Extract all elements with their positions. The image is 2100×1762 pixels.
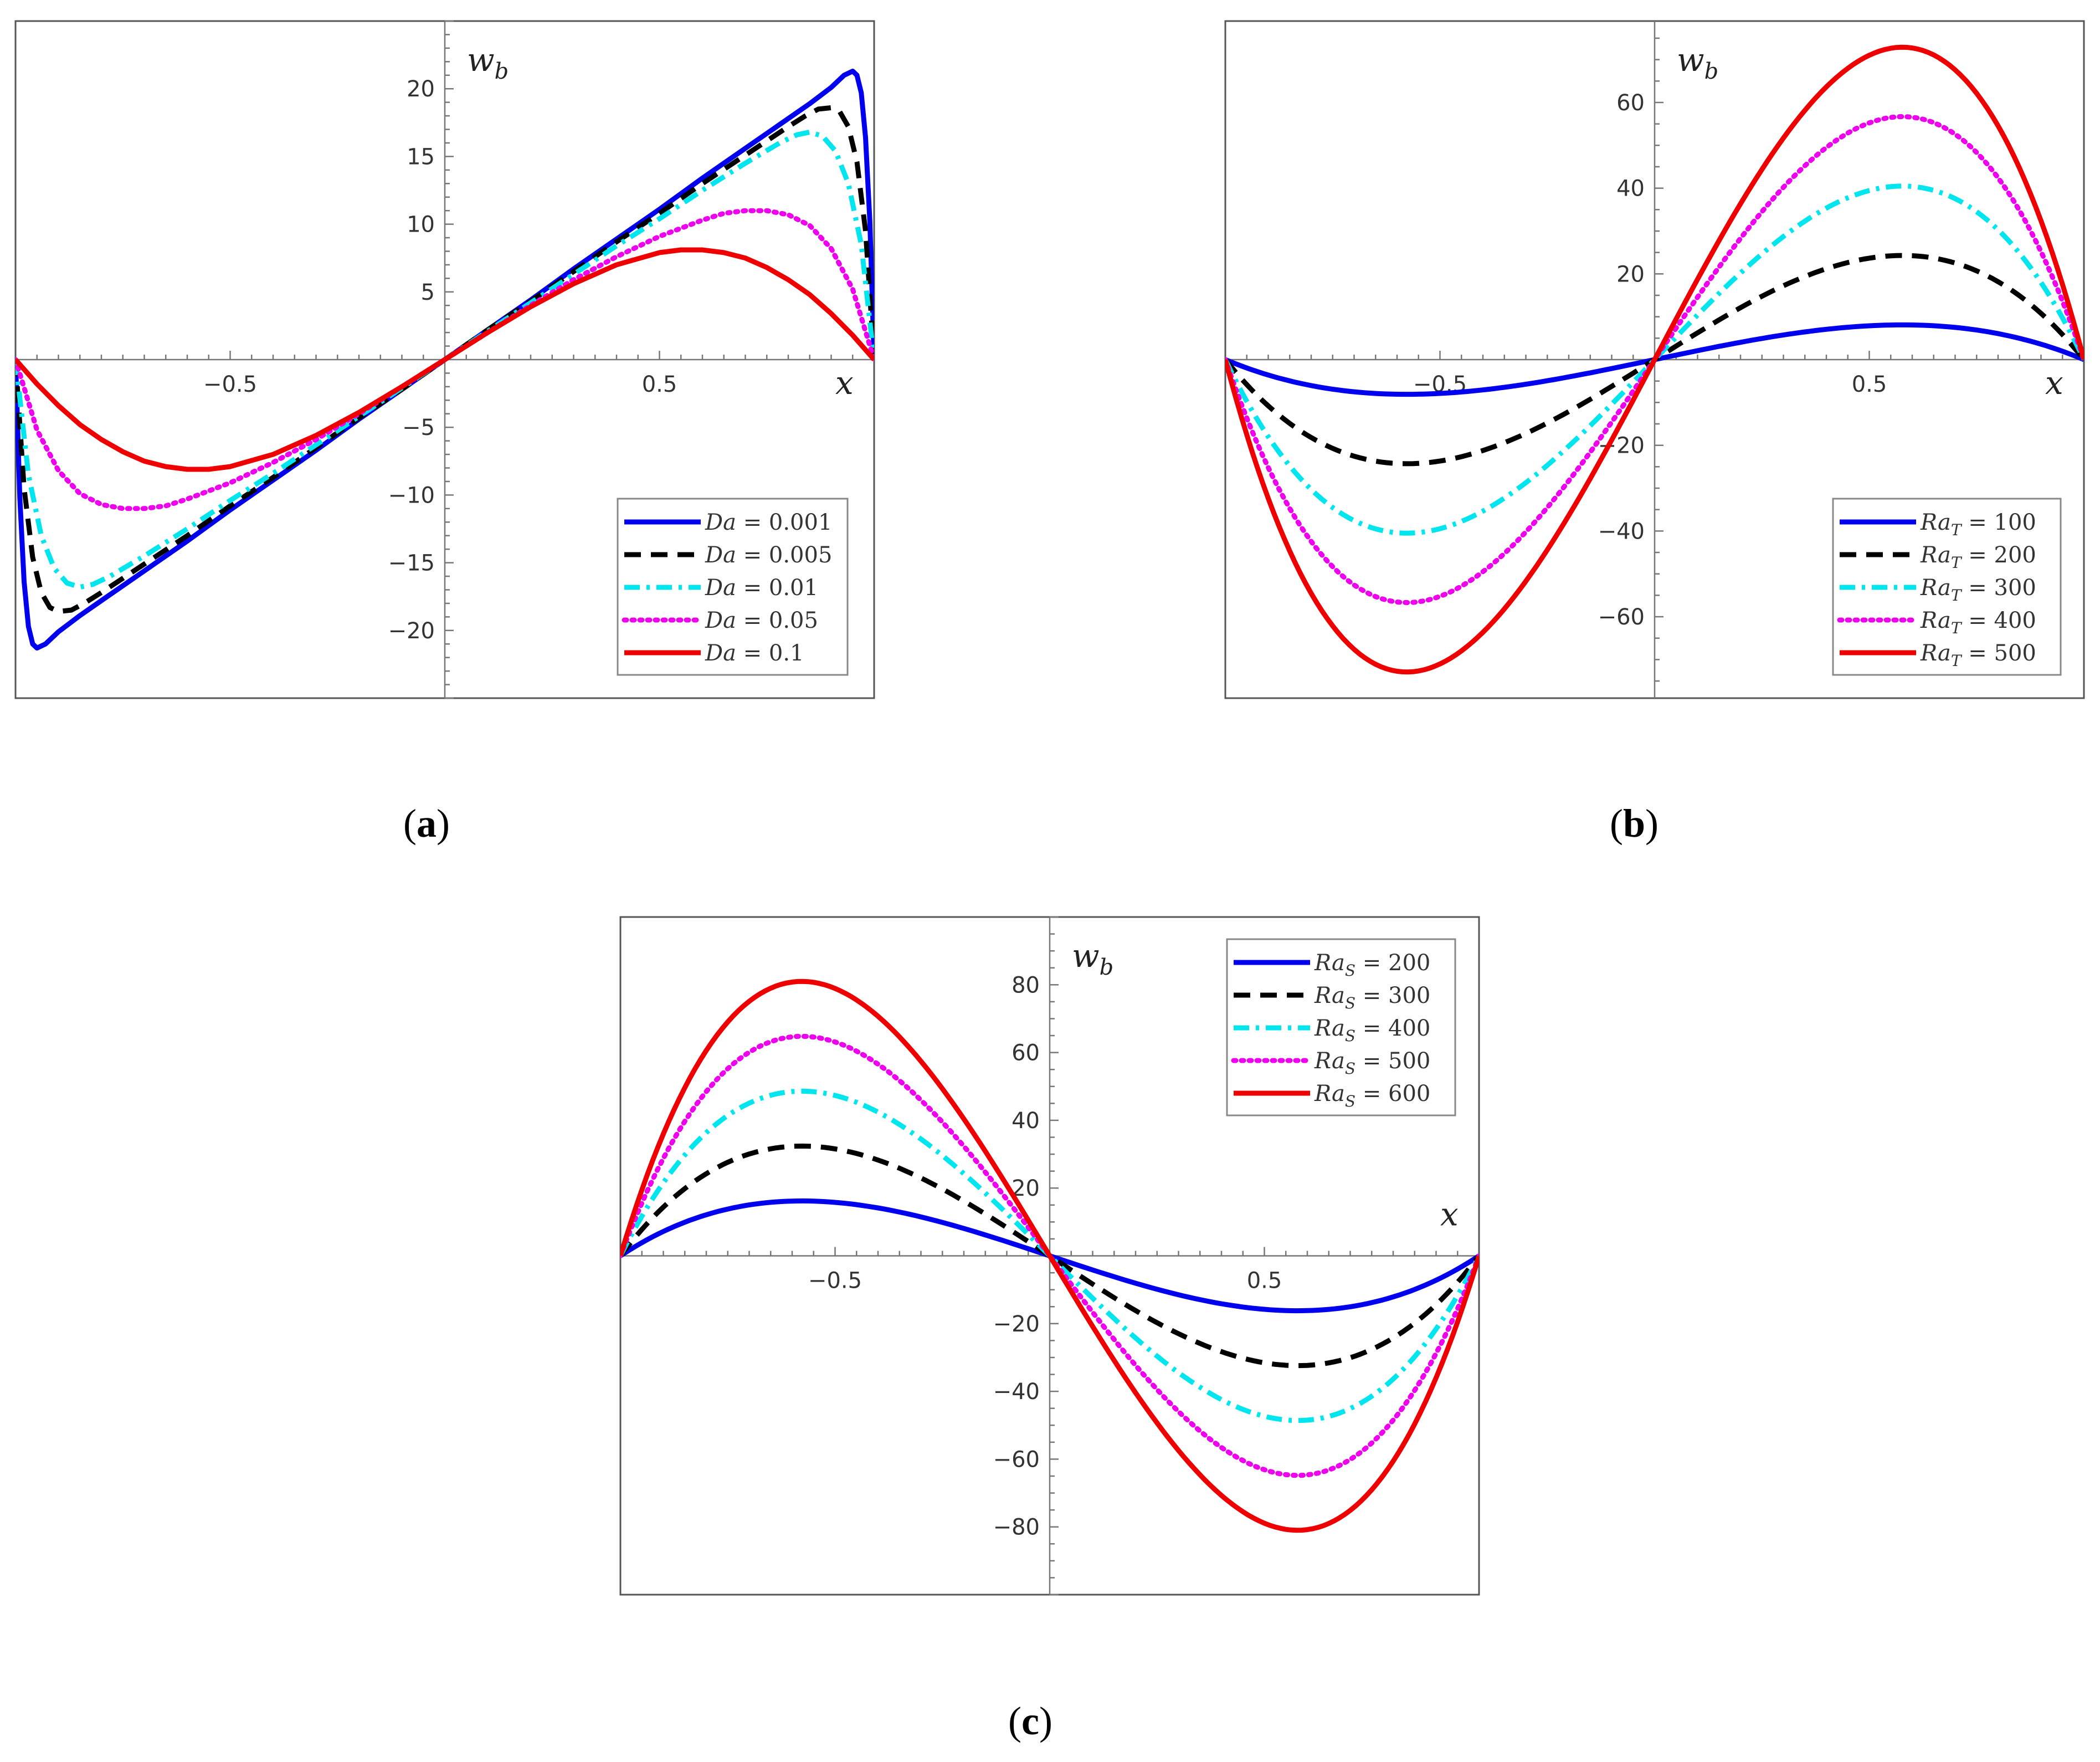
- series-line-500: [1225, 44, 2084, 675]
- y-tick-label: 20: [407, 76, 435, 102]
- legend-entry-label: RaS = 400: [1314, 1016, 1430, 1045]
- y-tick-label: 40: [1616, 176, 1645, 202]
- series-line-300: [620, 1143, 1479, 1369]
- y-tick-label: −60: [1598, 605, 1645, 630]
- legend: RaS = 200 RaS = 300 RaS = 400 RaS = 500 RaS …: [1226, 938, 1456, 1116]
- legend-box: [1832, 498, 2062, 676]
- y-axis-label: wb: [1072, 937, 1113, 980]
- y-tick-label: 60: [1012, 1041, 1040, 1066]
- x-tick-label: −0.5: [808, 1268, 862, 1294]
- legend-entry-label: Da = 0.005: [705, 542, 832, 568]
- x-axis-label: x: [2045, 364, 2063, 402]
- legend-entry-label: Da = 0.01: [705, 575, 818, 601]
- y-tick-label: −80: [993, 1515, 1040, 1540]
- legend-entry-label: RaT = 300: [1920, 575, 2036, 605]
- legend: Da = 0.001 Da = 0.005 Da = 0.01 Da = 0.05 Da…: [617, 498, 849, 676]
- y-tick-label: −40: [993, 1379, 1040, 1405]
- x-tick-label: 0.5: [1247, 1268, 1282, 1294]
- legend-entry-label: Da = 0.1: [705, 641, 804, 666]
- y-tick-label: 5: [421, 280, 435, 305]
- legend-entry-label: RaS = 200: [1314, 950, 1430, 980]
- series-line-600: [620, 979, 1479, 1533]
- y-tick-label: 80: [1012, 972, 1040, 998]
- y-tick-label: 40: [1012, 1108, 1040, 1134]
- legend-box: [1226, 938, 1456, 1116]
- x-axis-label: x: [835, 364, 854, 402]
- legend-entry-label: RaS = 600: [1314, 1081, 1430, 1110]
- y-tick-label: −20: [388, 618, 435, 644]
- panel-c-caption: (c): [1008, 1699, 1052, 1743]
- x-tick-label: 0.5: [642, 372, 677, 397]
- series-line-300: [1225, 183, 2084, 536]
- y-tick-label: 10: [407, 212, 435, 238]
- y-axis-label: wb: [467, 41, 509, 84]
- curves-group: [620, 979, 1479, 1533]
- y-tick-label: 20: [1616, 262, 1645, 287]
- y-tick-label: 60: [1616, 90, 1645, 116]
- y-tick-label: −5: [402, 415, 435, 440]
- panel-b-caption: (b): [1610, 801, 1659, 846]
- curves-group: [1225, 44, 2084, 675]
- y-tick-label: −20: [993, 1312, 1040, 1337]
- y-axis-label: wb: [1677, 41, 1718, 84]
- y-tick-label: −10: [388, 483, 435, 508]
- y-tick-label: −60: [993, 1447, 1040, 1472]
- series-line-400: [620, 1088, 1479, 1423]
- legend-entry-label: RaS = 300: [1314, 983, 1430, 1012]
- legend-entry-label: RaT = 400: [1920, 608, 2036, 637]
- legend-entry-label: Da = 0.001: [705, 510, 832, 535]
- panel-a-caption: (a): [403, 801, 450, 846]
- series-line-0.1: [16, 247, 874, 472]
- x-tick-label: −0.5: [203, 372, 257, 397]
- y-tick-label: −15: [388, 551, 435, 576]
- legend-entry-label: RaS = 500: [1314, 1048, 1430, 1078]
- legend-box: [617, 498, 849, 676]
- curves-group: [16, 68, 874, 651]
- x-axis-label: x: [1440, 1196, 1459, 1233]
- legend-entry-label: Da = 0.05: [705, 608, 818, 633]
- legend-entry-label: RaT = 500: [1920, 641, 2036, 670]
- x-tick-label: 0.5: [1852, 372, 1887, 397]
- legend-entry-label: RaT = 200: [1920, 542, 2036, 572]
- y-tick-label: 15: [407, 144, 435, 170]
- y-tick-label: −40: [1598, 519, 1645, 544]
- legend-entry-label: RaT = 100: [1920, 510, 2036, 539]
